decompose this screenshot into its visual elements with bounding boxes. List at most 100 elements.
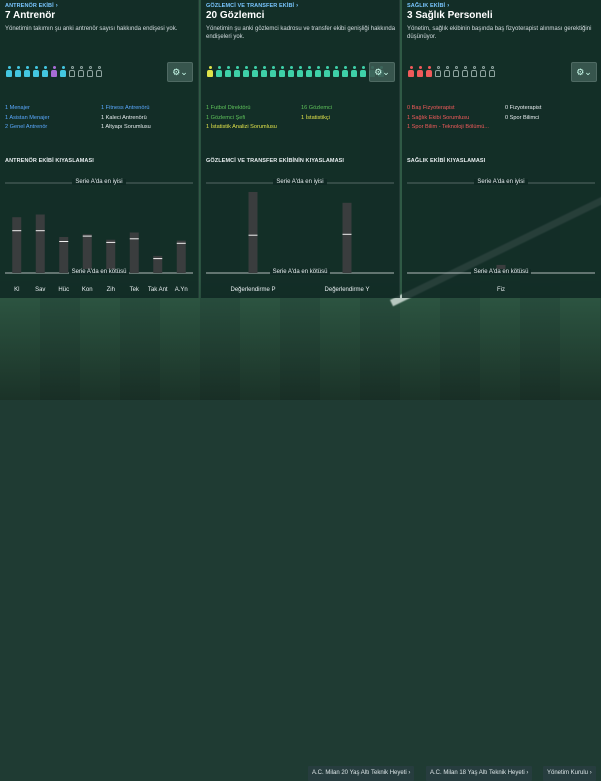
- chart-bar: [496, 264, 506, 273]
- staff-person-icon: [269, 66, 277, 77]
- staff-role-item[interactable]: 0 Spor Bilimci: [505, 114, 540, 121]
- chevron-right-icon: ›: [589, 770, 592, 776]
- chart-svg: Fiz: [407, 182, 595, 293]
- best-in-league-label: Serie A'da en iyisi: [206, 179, 394, 185]
- settings-dropdown-icon[interactable]: ⚙⌄: [167, 62, 193, 82]
- staff-person-icon: [224, 66, 232, 77]
- panel-category[interactable]: ANTRENÖR EKİBİ ›: [5, 3, 58, 9]
- staff-role-item[interactable]: 1 Fitness Antrenörü: [101, 105, 150, 111]
- chevron-right-icon: ›: [526, 770, 529, 776]
- staff-list-left: 1 Futbol Direktörü 1 Gözlemci Şefi 1 İstat…: [206, 104, 277, 133]
- staff-role-item[interactable]: 2 Genel Antrenör: [5, 124, 48, 130]
- staff-figures: [206, 66, 385, 78]
- staff-role-item[interactable]: 1 Asistan Menajer: [5, 114, 50, 121]
- chart-bar: [12, 217, 22, 273]
- staff-person-icon: [359, 66, 367, 77]
- staff-role-item[interactable]: 1 Kaleci Antrenörü: [101, 114, 147, 121]
- footer-link-u20[interactable]: A.C. Milan 20 Yaş Altı Teknik Heyeti ›: [308, 766, 415, 781]
- staff-role-item[interactable]: 16 Gözlemci: [301, 105, 333, 111]
- staff-person-icon: [287, 66, 295, 77]
- staff-person-icon: [416, 66, 424, 77]
- staff-role-item[interactable]: 0 Baş Fizyoterapist: [407, 105, 455, 111]
- section-title: SAĞLIK EKİBİ KIYASLAMASI: [407, 158, 486, 164]
- staff-person-icon: [332, 66, 340, 77]
- staff-person-icon: [32, 66, 40, 77]
- staff-role-item[interactable]: 1 İstatistikçi: [301, 114, 330, 121]
- staff-role-item[interactable]: 1 Spor Bilim - Teknoloji Bölümü...: [407, 124, 489, 130]
- board-description: Yönetimin şu anki gözlemci kadrosu ve tr…: [206, 26, 396, 40]
- staff-person-icon: [59, 66, 67, 77]
- staff-role-item[interactable]: 0 Fizyoterapist: [505, 105, 542, 111]
- staff-role-item[interactable]: 1 Menajer: [5, 105, 30, 111]
- chart-bar: [106, 239, 116, 273]
- chart-bar: [176, 240, 186, 273]
- staff-person-icon: [14, 66, 22, 77]
- staff-list-left: 0 Baş Fizyoterapist 1 Sağlık Ekibi Soruml…: [407, 104, 489, 133]
- footer-link-board[interactable]: Yönetim Kurulu ›: [543, 766, 596, 781]
- staff-person-icon: [86, 66, 94, 77]
- settings-dropdown-icon[interactable]: ⚙⌄: [369, 62, 395, 82]
- chart-bar: [153, 255, 163, 273]
- chart-svg: Kl Sav Hüc Kon Zih Tek Tak Ant A.Yn: [5, 182, 193, 293]
- staff-person-icon: [233, 66, 241, 77]
- staff-role-item[interactable]: 1 Gözlemci Şefi: [206, 114, 246, 121]
- chart-tick-label: Zih: [107, 287, 115, 293]
- staff-count: 3 Sağlık Personeli: [407, 10, 493, 21]
- chart-bar: [35, 214, 45, 273]
- chart-tick-label: Değerlendirme P: [230, 287, 275, 293]
- chevron-right-icon: ›: [408, 770, 411, 776]
- staff-person-icon: [296, 66, 304, 77]
- staff-person-icon: [206, 66, 214, 77]
- best-in-league-label: Serie A'da en iyisi: [407, 179, 595, 185]
- best-in-league-label: Serie A'da en iyisi: [5, 179, 193, 185]
- staff-figures: [5, 66, 103, 78]
- staff-list-left: 1 Menajer 1 Asistan Menajer 2 Genel Antren…: [5, 104, 49, 133]
- comparison-chart: Fiz Serie A'da en iyisi Serie A'da en kötü…: [407, 170, 595, 295]
- staff-list-right: 1 Fitness Antrenörü 1 Kaleci Antrenörü 1 A…: [101, 104, 151, 133]
- staff-figures: [407, 66, 496, 78]
- staff-person-icon: [5, 66, 13, 77]
- panel-category[interactable]: SAĞLIK EKİBİ ›: [407, 3, 450, 9]
- staff-person-icon: [452, 66, 460, 77]
- staff-person-icon: [323, 66, 331, 77]
- staff-person-icon: [23, 66, 31, 77]
- staff-role-item[interactable]: 1 Altyapı Sorumlusu: [101, 124, 151, 130]
- staff-person-icon: [251, 66, 259, 77]
- staff-person-icon: [95, 66, 103, 77]
- staff-person-icon: [350, 66, 358, 77]
- chart-tick-label: Fiz: [497, 287, 505, 293]
- staff-person-icon: [470, 66, 478, 77]
- worst-in-league-label: Serie A'da en kötüsü: [206, 269, 394, 275]
- chevron-right-icon: ›: [55, 3, 58, 9]
- staff-list-right: 0 Fizyoterapist 0 Spor Bilimci: [505, 104, 541, 123]
- chart-bar: [59, 237, 69, 273]
- staff-role-item[interactable]: 1 İstatistik Analizi Sorumlusu: [206, 124, 277, 130]
- staff-person-icon: [50, 66, 58, 77]
- staff-role-item[interactable]: 1 Futbol Direktörü: [206, 105, 251, 111]
- chart-tick-label: Değerlendirme Y: [325, 287, 370, 293]
- staff-person-icon: [341, 66, 349, 77]
- staff-person-icon: [425, 66, 433, 77]
- staff-person-icon: [242, 66, 250, 77]
- worst-in-league-label: Serie A'da en kötüsü: [407, 269, 595, 275]
- board-description: Yönetimin takımın şu anki antrenör sayıs…: [5, 26, 178, 32]
- chevron-right-icon: ›: [296, 3, 299, 9]
- chart-tick-label: Kl: [14, 287, 19, 293]
- chart-tick-label: Hüc: [58, 287, 69, 293]
- scouting-staff-panel: GÖZLEMCİ VE TRANSFER EKİBİ › 20 Gözlemci …: [201, 0, 400, 298]
- chart-bar: [248, 192, 258, 273]
- panel-category[interactable]: GÖZLEMCİ VE TRANSFER EKİBİ ›: [206, 3, 299, 9]
- staff-person-icon: [278, 66, 286, 77]
- staff-person-icon: [305, 66, 313, 77]
- chart-bar: [82, 234, 92, 273]
- comparison-chart: Değerlendirme P Değerlendirme Y Serie A'da…: [206, 170, 394, 295]
- staff-person-icon: [479, 66, 487, 77]
- staff-role-item[interactable]: 1 Sağlık Ekibi Sorumlusu: [407, 114, 470, 121]
- staff-person-icon: [215, 66, 223, 77]
- footer-link-u18[interactable]: A.C. Milan 18 Yaş Altı Teknik Heyeti ›: [426, 766, 533, 781]
- board-description: Yönetim, sağlık ekibinin başında baş fiz…: [407, 26, 592, 40]
- staff-person-icon: [488, 66, 496, 77]
- worst-in-league-label: Serie A'da en kötüsü: [5, 269, 193, 275]
- staff-person-icon: [41, 66, 49, 77]
- settings-dropdown-icon[interactable]: ⚙⌄: [571, 62, 597, 82]
